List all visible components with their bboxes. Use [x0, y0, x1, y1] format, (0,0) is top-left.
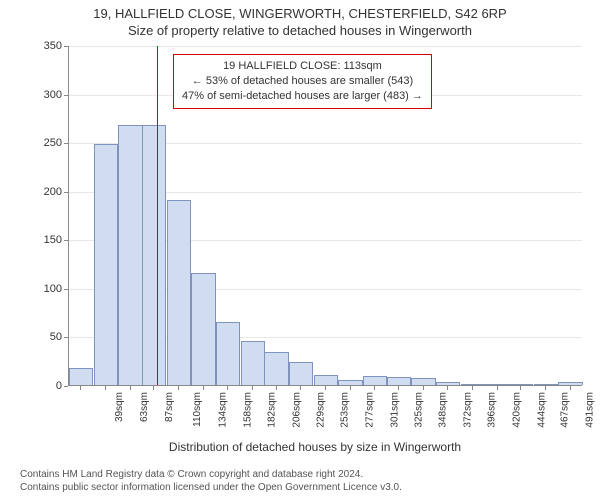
xtick-mark — [227, 386, 228, 390]
histogram-bar — [387, 377, 411, 385]
xtick-label: 182sqm — [267, 392, 278, 428]
histogram-bar — [191, 273, 215, 385]
histogram-bar — [241, 341, 265, 385]
histogram-bar — [289, 362, 313, 385]
ytick-mark — [64, 240, 68, 241]
ytick-mark — [64, 143, 68, 144]
xtick-mark — [374, 386, 375, 390]
info-box-line1: 19 HALLFIELD CLOSE: 113sqm — [182, 59, 423, 74]
histogram-bar — [534, 384, 558, 385]
ytick-label: 0 — [32, 380, 62, 392]
ytick-mark — [64, 289, 68, 290]
ytick-mark — [64, 337, 68, 338]
xtick-label: 229sqm — [315, 392, 326, 428]
xtick-label: 134sqm — [218, 392, 229, 428]
xtick-mark — [447, 386, 448, 390]
xtick-mark — [350, 386, 351, 390]
xtick-label: 372sqm — [462, 392, 473, 428]
gridline-h — [69, 46, 582, 47]
xtick-mark — [203, 386, 204, 390]
xtick-mark — [325, 386, 326, 390]
xtick-label: 396sqm — [487, 392, 498, 428]
histogram-bar — [69, 368, 93, 385]
xtick-mark — [153, 386, 154, 390]
xtick-mark — [276, 386, 277, 390]
footer-line2: Contains public sector information licen… — [20, 481, 402, 494]
xtick-mark — [80, 386, 81, 390]
footer-attribution: Contains HM Land Registry data © Crown c… — [20, 468, 402, 494]
xtick-label: 491sqm — [585, 392, 596, 428]
ytick-mark — [64, 192, 68, 193]
histogram-bar — [216, 322, 240, 385]
xtick-label: 206sqm — [292, 392, 303, 428]
xtick-mark — [472, 386, 473, 390]
histogram-bar — [118, 125, 142, 385]
xtick-mark — [570, 386, 571, 390]
histogram-bar — [338, 380, 362, 385]
xtick-label: 467sqm — [560, 392, 571, 428]
xtick-label: 348sqm — [438, 392, 449, 428]
xtick-label: 277sqm — [365, 392, 376, 428]
xtick-mark — [178, 386, 179, 390]
xtick-mark — [105, 386, 106, 390]
xtick-mark — [300, 386, 301, 390]
histogram-bar — [411, 378, 435, 385]
xtick-mark — [252, 386, 253, 390]
title-subtitle: Size of property relative to detached ho… — [0, 21, 600, 38]
ytick-label: 150 — [32, 234, 62, 246]
info-box-line2: ← 53% of detached houses are smaller (54… — [182, 74, 423, 89]
histogram-bar — [264, 352, 288, 385]
xtick-label: 301sqm — [389, 392, 400, 428]
xtick-label: 158sqm — [242, 392, 253, 428]
xtick-label: 253sqm — [340, 392, 351, 428]
xtick-label: 444sqm — [536, 392, 547, 428]
histogram-bar — [94, 144, 118, 385]
histogram-bar — [314, 375, 338, 385]
property-marker-line — [157, 46, 158, 385]
histogram-bar — [436, 382, 460, 385]
histogram-bar — [363, 376, 387, 385]
xtick-label: 420sqm — [512, 392, 523, 428]
histogram-bar — [461, 384, 485, 385]
info-box-line3: 47% of semi-detached houses are larger (… — [182, 89, 423, 104]
xtick-mark — [130, 386, 131, 390]
info-box: 19 HALLFIELD CLOSE: 113sqm← 53% of detac… — [173, 54, 432, 109]
ytick-label: 50 — [32, 331, 62, 343]
ytick-mark — [64, 386, 68, 387]
ytick-label: 250 — [32, 137, 62, 149]
xtick-mark — [423, 386, 424, 390]
xtick-label: 39sqm — [114, 392, 125, 422]
footer-line1: Contains HM Land Registry data © Crown c… — [20, 468, 402, 481]
xtick-label: 87sqm — [164, 392, 175, 422]
ytick-mark — [64, 95, 68, 96]
plot-area: 19 HALLFIELD CLOSE: 113sqm← 53% of detac… — [68, 46, 582, 386]
xtick-label: 63sqm — [139, 392, 150, 422]
xtick-mark — [545, 386, 546, 390]
ytick-label: 300 — [32, 89, 62, 101]
chart-container: Number of detached properties 19 HALLFIE… — [48, 46, 582, 422]
ytick-label: 200 — [32, 186, 62, 198]
title-address: 19, HALLFIELD CLOSE, WINGERWORTH, CHESTE… — [0, 0, 600, 21]
xtick-mark — [520, 386, 521, 390]
ytick-label: 350 — [32, 40, 62, 52]
histogram-bar — [509, 384, 533, 385]
histogram-bar — [558, 382, 582, 385]
xtick-mark — [398, 386, 399, 390]
xtick-mark — [497, 386, 498, 390]
xtick-label: 325sqm — [414, 392, 425, 428]
x-axis-label: Distribution of detached houses by size … — [48, 440, 582, 454]
histogram-bar — [142, 125, 166, 385]
histogram-bar — [167, 200, 191, 385]
ytick-label: 100 — [32, 283, 62, 295]
ytick-mark — [64, 46, 68, 47]
histogram-bar — [485, 384, 509, 385]
xtick-label: 110sqm — [192, 392, 203, 427]
